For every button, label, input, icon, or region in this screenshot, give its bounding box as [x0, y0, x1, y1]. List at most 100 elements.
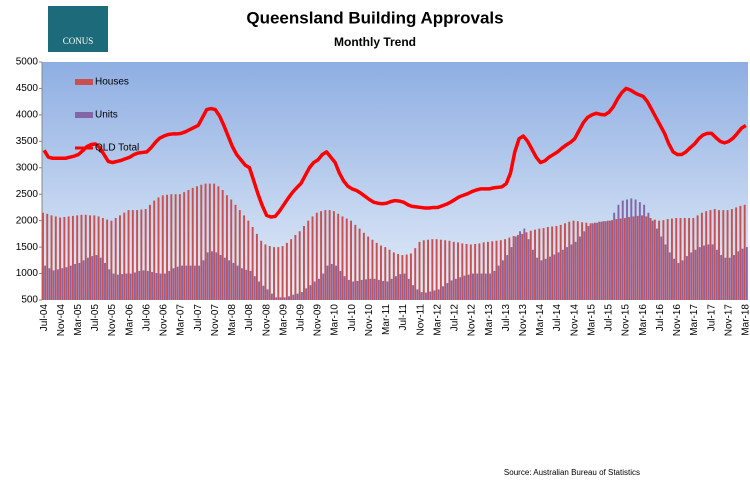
bar: [386, 281, 389, 300]
bar: [397, 253, 400, 300]
bar: [439, 239, 442, 300]
bar: [161, 195, 164, 300]
bar: [183, 192, 186, 300]
x-tick-label: Jul-16: [655, 304, 666, 332]
bar: [82, 260, 85, 300]
bar: [623, 218, 626, 300]
x-tick-label: Jul-15: [604, 304, 615, 332]
bar: [324, 210, 327, 300]
bar: [478, 243, 481, 300]
bar: [510, 247, 513, 300]
bar: [715, 249, 718, 300]
bar: [251, 227, 254, 300]
bar: [121, 274, 124, 300]
bar: [99, 257, 102, 300]
bar: [735, 207, 738, 300]
bar: [358, 228, 361, 300]
bar: [724, 257, 727, 300]
bar: [388, 249, 391, 300]
x-tick-label: Mar-11: [381, 304, 392, 335]
bar: [290, 239, 293, 300]
bar: [593, 222, 596, 300]
bar: [294, 234, 297, 300]
bar: [279, 297, 282, 300]
bar: [534, 229, 536, 300]
bar: [615, 219, 618, 300]
legend-swatch: [75, 79, 93, 85]
line: [42, 86, 747, 219]
bar: [217, 186, 220, 300]
bar: [127, 210, 130, 300]
bar: [375, 242, 378, 300]
bar: [482, 242, 485, 300]
bar: [268, 246, 271, 300]
bar: [429, 291, 432, 300]
y-tick-label: 1500: [16, 242, 39, 253]
bar: [685, 256, 688, 300]
bar: [395, 276, 397, 300]
bar: [360, 279, 363, 300]
bar: [377, 279, 380, 300]
bar: [662, 220, 665, 300]
bar: [275, 297, 278, 300]
bar: [106, 219, 109, 300]
x-tick-label: Nov-17: [723, 304, 734, 337]
bar: [315, 212, 318, 300]
x-tick-label: Jul-17: [706, 304, 717, 332]
bar: [677, 262, 680, 300]
bar: [74, 264, 77, 300]
bar: [337, 213, 340, 300]
bar: [737, 251, 740, 300]
bar: [142, 270, 145, 300]
bar: [330, 264, 333, 300]
bar: [427, 239, 430, 300]
bar: [516, 234, 519, 300]
bar: [211, 251, 213, 300]
bar: [412, 285, 415, 300]
x-tick-label: Nov-09: [313, 304, 324, 337]
bar: [493, 270, 496, 300]
bar: [281, 246, 284, 300]
x-tick-label: Mar-07: [176, 304, 187, 336]
bar: [215, 252, 218, 300]
bar: [619, 218, 622, 300]
y-tick-label: 5000: [16, 57, 39, 68]
bar: [403, 273, 406, 300]
x-tick-label: Jul-08: [244, 304, 255, 332]
bar: [450, 280, 453, 300]
y-tick-label: 3000: [16, 162, 39, 173]
bar: [673, 258, 676, 300]
bar: [675, 218, 678, 300]
bar: [512, 236, 515, 300]
bar: [367, 236, 370, 300]
bar: [185, 265, 188, 300]
x-tick-label: Mar-18: [741, 304, 750, 336]
bar: [634, 199, 637, 300]
bar: [679, 218, 682, 300]
bar: [529, 230, 532, 300]
x-tick-label: Nov-08: [261, 304, 272, 337]
bar: [570, 244, 573, 300]
bar: [371, 239, 374, 300]
bar: [110, 220, 113, 300]
bar: [574, 241, 577, 300]
bar: [433, 290, 436, 300]
bar: [326, 265, 329, 300]
bar: [228, 260, 231, 300]
bar: [253, 276, 256, 300]
bar: [317, 278, 320, 300]
bar: [454, 278, 457, 300]
y-tick-label: 3500: [16, 136, 39, 147]
bar: [172, 268, 175, 300]
bar: [564, 223, 566, 300]
y-tick-label: 2500: [16, 189, 39, 200]
bar: [249, 270, 252, 300]
y-tick-label: 500: [21, 295, 38, 306]
legend-swatch: [75, 112, 93, 118]
bar: [266, 289, 269, 300]
bar: [245, 269, 248, 300]
bar: [225, 195, 228, 300]
bar: [298, 231, 301, 300]
bar: [645, 216, 648, 300]
